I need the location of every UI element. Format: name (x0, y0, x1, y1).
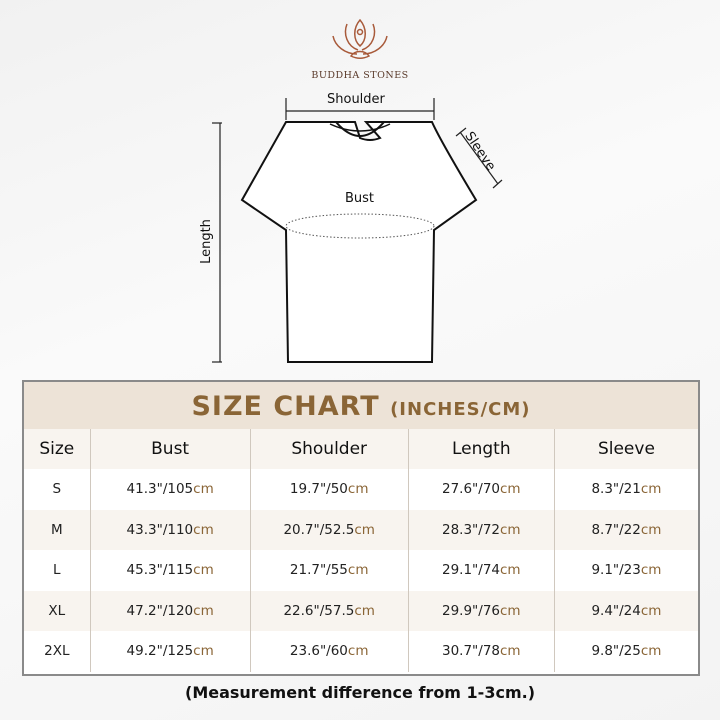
unit: cm (500, 562, 521, 579)
header-cell: Sleeve (597, 439, 655, 459)
cell-size: XL (24, 590, 91, 631)
value: 8.3"/21 (591, 481, 641, 498)
unit: cm (193, 562, 214, 579)
value: 28.3"/72 (442, 521, 500, 538)
cell-bust: 43.3"/110 cm (91, 509, 251, 550)
value: 30.7"/78 (442, 643, 500, 660)
cell-shoulder: 21.7"/55 cm (251, 550, 409, 591)
unit: cm (640, 481, 662, 498)
table-row: S 41.3"/105 cm 19.7"/50 cm 27.6"/70 cm 8.3"/21 c… (24, 469, 698, 510)
unit: cm (347, 562, 369, 579)
title-units: (INCHES/CM) (390, 399, 531, 420)
cell-sleeve: 8.7"/22 cm (555, 510, 698, 551)
cell-length: 28.3"/72 cm (409, 509, 555, 550)
cell-length: 27.6"/70 cm (409, 469, 555, 510)
unit: cm (347, 481, 369, 498)
header-row: Size Bust Shoulder Length Sleeve (24, 429, 698, 469)
value: 9.8"/25 (591, 643, 641, 660)
value: 23.6"/60 (289, 643, 348, 660)
unit: cm (193, 481, 214, 498)
size-chart-title: SIZE CHART (INCHES/CM) (24, 382, 698, 429)
size-chart-table: SIZE CHART (INCHES/CM) Size Bust Shoulde… (22, 380, 700, 676)
unit: cm (640, 521, 662, 538)
unit: cm (640, 643, 662, 660)
value: 29.1"/74 (442, 562, 500, 579)
cell-size: L (24, 550, 91, 591)
value: 20.7"/52.5 (283, 521, 355, 538)
bust-label: Bust (345, 191, 375, 206)
value: 29.9"/76 (442, 602, 500, 619)
shoulder-label: Shoulder (327, 92, 385, 107)
cell-bust: 49.2"/125 cm (91, 631, 251, 672)
header-cell: Size (24, 429, 91, 469)
lotus-meditation-icon (332, 18, 388, 59)
cell-shoulder: 19.7"/50 cm (251, 469, 409, 510)
unit: cm (640, 602, 662, 619)
cell-sleeve: 9.4"/24 cm (555, 591, 698, 632)
cell-shoulder: 22.6"/57.5 cm (251, 590, 409, 631)
cell-bust: 45.3"/115 cm (91, 550, 251, 591)
unit: cm (193, 602, 214, 619)
cell-length: 30.7"/78 cm (409, 631, 555, 672)
value: 41.3"/105 (126, 481, 194, 498)
cell-sleeve: 8.3"/21 cm (555, 469, 698, 510)
value: 27.6"/70 (442, 481, 500, 498)
tshirt-diagram (212, 98, 503, 363)
table-row: 2XL 49.2"/125 cm 23.6"/60 cm 30.7"/78 cm 9.8"/2… (24, 631, 698, 672)
unit: cm (640, 562, 662, 579)
unit: cm (500, 481, 521, 498)
unit: cm (500, 602, 521, 619)
header-cell: Length (409, 429, 555, 469)
title-text: SIZE CHART (191, 391, 380, 422)
unit: cm (193, 521, 214, 538)
brand-logo: BUDDHA STONES (300, 14, 420, 81)
value: 9.4"/24 (591, 602, 641, 619)
cell-size: M (24, 509, 91, 550)
cell-length: 29.9"/76 cm (409, 590, 555, 631)
cell-size: 2XL (24, 631, 91, 672)
value: 43.3"/110 (126, 521, 194, 538)
value: 9.1"/23 (591, 562, 641, 579)
unit: cm (354, 602, 375, 619)
cell-bust: 41.3"/105 cm (91, 469, 251, 510)
cell-sleeve: 9.8"/25 cm (555, 631, 698, 672)
unit: cm (347, 643, 369, 660)
cell-shoulder: 23.6"/60 cm (251, 631, 409, 672)
unit: cm (500, 643, 521, 660)
cell-size: S (24, 469, 91, 510)
unit: cm (500, 521, 521, 538)
table-row: XL 47.2"/120 cm 22.6"/57.5 cm 29.9"/76 cm 9.4"/… (24, 590, 698, 632)
value: 8.7"/22 (591, 521, 641, 538)
value: 49.2"/125 (126, 643, 194, 660)
cell-shoulder: 20.7"/52.5 cm (251, 509, 409, 550)
cell-length: 29.1"/74 cm (409, 550, 555, 591)
table-row: L 45.3"/115 cm 21.7"/55 cm 29.1"/74 cm 9.1"/23 c… (24, 550, 698, 591)
measurement-note: (Measurement difference from 1-3cm.) (185, 683, 535, 702)
brand-name: BUDDHA STONES (311, 70, 409, 81)
value: 21.7"/55 (289, 562, 348, 579)
header-cell: Bust (91, 429, 251, 469)
table-row: M 43.3"/110 cm 20.7"/52.5 cm 28.3"/72 cm 8.7"/2… (24, 509, 698, 551)
header-cell: Shoulder (251, 429, 409, 469)
value: 22.6"/57.5 (283, 602, 355, 619)
cell-bust: 47.2"/120 cm (91, 590, 251, 631)
unit: cm (193, 643, 214, 660)
cell-sleeve: 9.1"/23 cm (555, 550, 698, 591)
unit: cm (354, 521, 375, 538)
length-label: Length (198, 219, 214, 264)
value: 45.3"/115 (126, 562, 194, 579)
value: 47.2"/120 (126, 602, 194, 619)
value: 19.7"/50 (289, 481, 348, 498)
